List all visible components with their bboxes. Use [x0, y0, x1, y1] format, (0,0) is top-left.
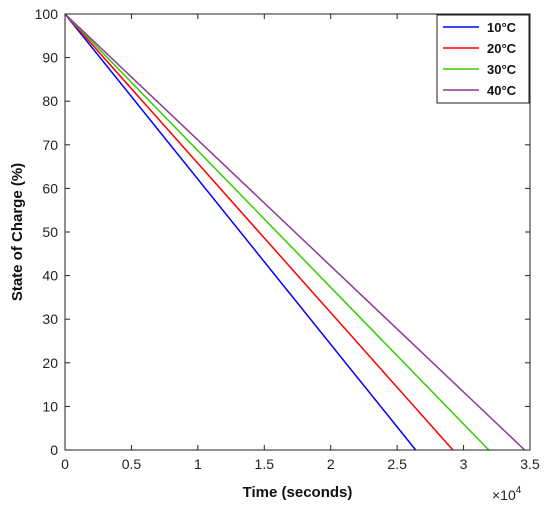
x-tick-label: 0 — [61, 456, 69, 472]
legend-box — [436, 14, 530, 104]
y-axis-label: State of Charge (%) — [9, 163, 26, 301]
legend-label: 30°C — [487, 62, 517, 77]
x-axis-label: Time (seconds) — [243, 484, 353, 501]
x-tick-label: 3.5 — [520, 456, 540, 472]
legend-label: 40°C — [487, 83, 517, 98]
y-axis: 0 10 20 30 40 50 60 70 80 90 100 — [35, 6, 530, 458]
x-tick-label: 2.5 — [387, 456, 407, 472]
x-tick-label: 0.5 — [122, 456, 142, 472]
legend-label: 10°C — [487, 20, 517, 35]
y-tick-label: 30 — [42, 311, 58, 327]
x-tick-label: 1.5 — [255, 456, 275, 472]
y-tick-label: 80 — [42, 93, 58, 109]
series-line-1 — [64, 13, 454, 451]
y-tick-label: 70 — [42, 137, 58, 153]
legend-label: 20°C — [487, 41, 517, 56]
y-tick-label: 90 — [42, 50, 58, 66]
y-tick-label: 0 — [50, 442, 58, 458]
y-tick-label: 40 — [42, 268, 58, 284]
x-axis: 0 0.5 1 1.5 2 2.5 3 3.5 — [61, 14, 540, 472]
x-axis-exponent: ×104 — [492, 485, 522, 503]
legend: 10°C 20°C 30°C 40°C — [436, 14, 530, 104]
series-line-2 — [64, 13, 490, 451]
y-tick-label: 50 — [42, 224, 58, 240]
y-tick-label: 100 — [35, 6, 59, 22]
series-layer — [64, 13, 526, 451]
x-exponent-power: 4 — [516, 485, 522, 496]
x-tick-label: 3 — [460, 456, 468, 472]
series-line-3 — [64, 13, 526, 451]
y-tick-label: 20 — [42, 355, 58, 371]
series-line-0 — [64, 13, 417, 451]
x-tick-label: 2 — [327, 456, 335, 472]
x-tick-label: 1 — [194, 456, 202, 472]
x-exponent-base: ×10 — [492, 487, 516, 503]
y-tick-label: 60 — [42, 180, 58, 196]
y-tick-label: 10 — [42, 398, 58, 414]
